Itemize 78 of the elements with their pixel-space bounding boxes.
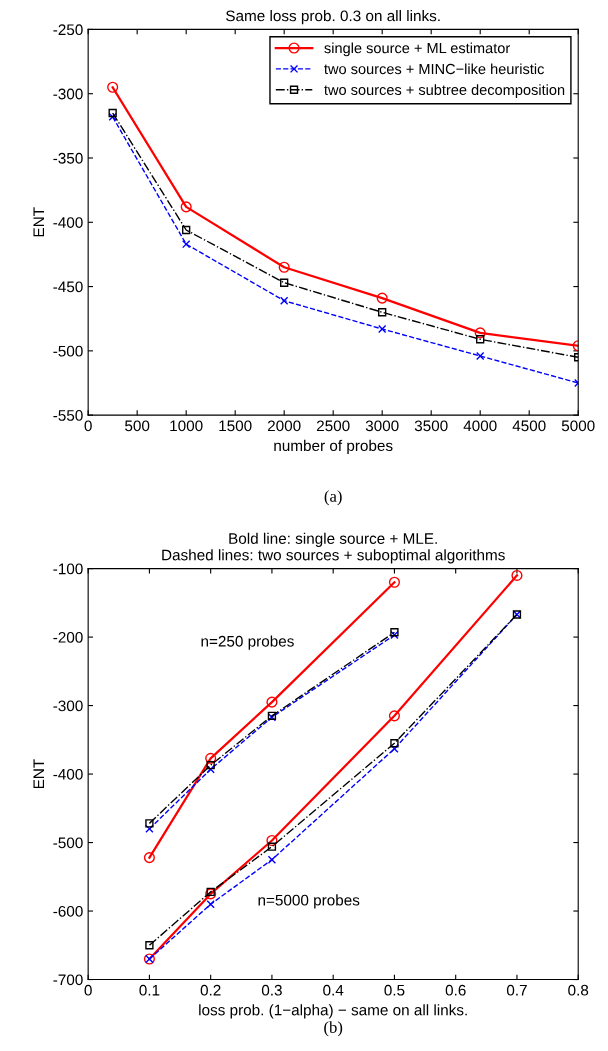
point bbox=[266, 834, 278, 847]
x-tick-label: 4500 bbox=[512, 420, 546, 432]
point bbox=[390, 739, 399, 748]
point bbox=[266, 696, 278, 708]
x-tick-label: 3000 bbox=[365, 420, 399, 432]
x-tick-label: 0 bbox=[84, 984, 92, 996]
x-tick-label: 0.6 bbox=[445, 984, 466, 996]
point bbox=[476, 335, 485, 344]
point bbox=[206, 900, 215, 909]
point bbox=[182, 239, 191, 249]
x-tick-label: 1500 bbox=[219, 420, 252, 432]
point bbox=[182, 225, 191, 235]
x-tick-label: 0.2 bbox=[200, 984, 221, 996]
point bbox=[180, 201, 192, 213]
y-tick-label: -300 bbox=[53, 88, 83, 100]
x-tick-label: 5000 bbox=[561, 420, 595, 432]
point bbox=[378, 324, 387, 334]
legend-label: single source + ML estimator bbox=[324, 42, 510, 57]
text: (b) bbox=[324, 1021, 343, 1037]
point bbox=[388, 710, 400, 722]
x-tick-label: 0.1 bbox=[139, 984, 160, 996]
point bbox=[145, 819, 154, 828]
x-axis-title: number of probes bbox=[274, 439, 393, 455]
y-tick-label: -350 bbox=[53, 152, 83, 164]
legend-label: two sources + subtree decomposition bbox=[324, 84, 565, 98]
x-tick-label: 0.4 bbox=[323, 984, 344, 996]
point bbox=[376, 292, 388, 304]
y-tick-label: -400 bbox=[53, 768, 83, 780]
annotation: n=250 probes bbox=[201, 635, 294, 650]
point bbox=[280, 278, 289, 287]
x-tick-label: 0 bbox=[84, 420, 92, 432]
x-tick-label: 0.7 bbox=[506, 984, 527, 996]
point bbox=[378, 308, 387, 317]
y-tick-label: -400 bbox=[53, 217, 83, 228]
x-tick-label: 1000 bbox=[170, 420, 203, 432]
x-tick-label: 0.3 bbox=[261, 984, 282, 996]
point bbox=[511, 569, 523, 581]
point bbox=[278, 261, 290, 273]
text: (a) bbox=[324, 490, 342, 506]
x-tick-label: 2500 bbox=[316, 420, 350, 432]
y-tick-label: -250 bbox=[53, 24, 83, 36]
x-tick-label: 2000 bbox=[267, 420, 301, 432]
legend-label: two sources + MINC−like heuristic bbox=[324, 63, 544, 75]
x-tick-label: 4000 bbox=[463, 420, 497, 432]
x-axis-title: loss prob. (1−alpha) − same on all links. bbox=[199, 1004, 467, 1019]
point bbox=[145, 941, 154, 950]
point bbox=[267, 842, 277, 851]
point bbox=[108, 108, 117, 118]
annotation: n=5000 probes bbox=[258, 894, 360, 909]
y-tick-label: -450 bbox=[53, 281, 83, 293]
y-tick-label: -500 bbox=[53, 345, 83, 357]
chart-title: Bold line: single source + MLE. Dashed lines: two sources + suboptimal algorithms bbox=[162, 532, 505, 564]
y-tick-label: -100 bbox=[53, 563, 83, 575]
point bbox=[280, 296, 289, 305]
point bbox=[267, 855, 277, 864]
point bbox=[205, 752, 217, 764]
y-tick-label: -300 bbox=[53, 700, 83, 712]
point bbox=[388, 576, 400, 588]
x-tick-label: 500 bbox=[125, 420, 150, 432]
point bbox=[206, 760, 215, 770]
point bbox=[390, 744, 399, 753]
point bbox=[143, 852, 155, 864]
y-axis-title: ENT bbox=[33, 759, 44, 789]
y-tick-label: -200 bbox=[53, 631, 83, 643]
x-tick-label: 0.5 bbox=[384, 984, 405, 996]
y-tick-label: -700 bbox=[53, 974, 83, 986]
point bbox=[474, 327, 486, 339]
point bbox=[476, 351, 485, 361]
point bbox=[108, 112, 117, 122]
y-tick-label: -550 bbox=[53, 410, 83, 421]
x-tick-label: 3500 bbox=[414, 420, 448, 432]
y-tick-label: -600 bbox=[53, 905, 83, 917]
point bbox=[206, 765, 215, 774]
point bbox=[107, 81, 119, 93]
y-tick-label: -500 bbox=[53, 837, 83, 849]
chart-title: Same loss prob. 0.3 on all links. bbox=[226, 10, 440, 25]
y-axis-title: ENT bbox=[33, 207, 44, 237]
x-tick-label: 0.8 bbox=[568, 984, 589, 996]
